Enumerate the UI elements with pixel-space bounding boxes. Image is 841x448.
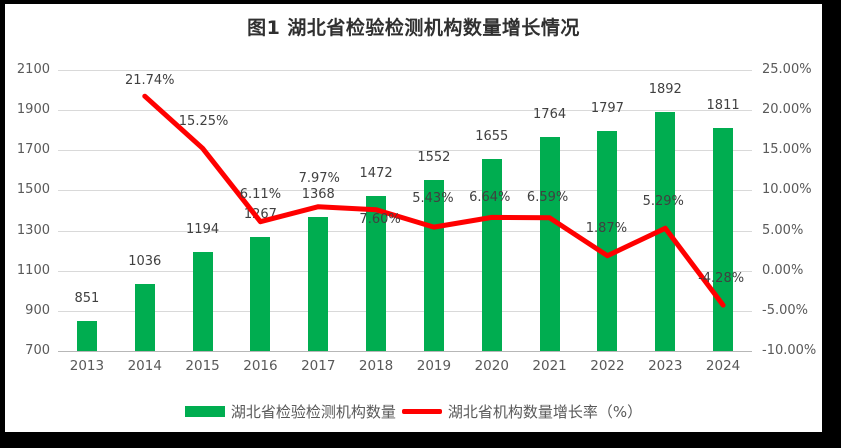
legend-label-line: 湖北省机构数量增长率（%）	[447, 403, 643, 421]
x-axis-tick: 2016	[243, 358, 278, 374]
x-axis-tick: 2020	[474, 358, 509, 374]
x-axis-tick: 2013	[69, 358, 105, 374]
x-axis-tick: 2014	[127, 358, 162, 374]
bar	[597, 130, 618, 351]
gridline	[58, 270, 752, 272]
bar	[539, 137, 560, 351]
bar-value-label: 1655	[475, 129, 509, 145]
y-axis-tick-left: 900	[25, 302, 50, 318]
x-axis-tick: 2015	[185, 358, 220, 374]
bar-value-label: 1267	[243, 207, 277, 223]
y-axis-tick-right: 15.00%	[762, 142, 812, 158]
gridline	[58, 70, 752, 71]
bar	[76, 320, 97, 351]
bar-value-label: 1552	[417, 149, 451, 165]
rate-value-label: 7.60%	[359, 211, 401, 227]
gridline	[58, 310, 752, 312]
legend: 湖北省检验检测机构数量 湖北省机构数量增长率（%）	[5, 401, 822, 422]
x-axis-tick: 2022	[590, 358, 625, 374]
y-axis-tick-right: -10.00%	[762, 343, 817, 358]
chart-canvas: 图1 湖北省检验检测机构数量增长情况 2100 25.00% 1900 20.00% 1…	[5, 4, 822, 432]
bar	[713, 128, 734, 351]
y-axis-tick-right: 5.00%	[762, 222, 804, 238]
x-axis-tick: 2017	[301, 358, 336, 374]
y-axis-tick-right: 25.00%	[762, 62, 812, 77]
y-axis-tick-right: 0.00%	[762, 262, 804, 278]
x-axis-tick: 2019	[416, 358, 452, 374]
bar-swatch-icon	[184, 406, 225, 417]
bar	[655, 111, 676, 351]
y-axis-tick-right: 10.00%	[762, 182, 812, 198]
rate-value-label: -4.28%	[698, 271, 745, 287]
bar	[481, 159, 502, 351]
bar	[192, 251, 213, 351]
rate-value-label: 6.64%	[469, 190, 511, 206]
x-axis-tick: 2018	[358, 358, 394, 374]
y-axis-tick-left: 1700	[16, 142, 50, 158]
chart-title: 图1 湖北省检验检测机构数量增长情况	[247, 17, 580, 39]
y-axis-tick-left: 1900	[16, 102, 50, 118]
bar-value-label: 851	[74, 290, 100, 306]
gridline	[58, 110, 752, 112]
y-axis-tick-left: 1300	[16, 222, 50, 238]
rate-value-label: 1.87%	[585, 220, 628, 236]
rate-value-label: 6.59%	[526, 189, 569, 205]
bar-value-label: 1194	[186, 221, 220, 237]
y-axis-tick-left: 2100	[16, 62, 50, 77]
y-axis-tick-left: 1500	[16, 182, 50, 198]
x-axis-tick: 2023	[648, 358, 683, 374]
rate-value-label: 6.11%	[239, 186, 282, 202]
rate-value-label: 5.29%	[642, 194, 684, 210]
rate-value-label: 21.74%	[124, 73, 175, 89]
bar-value-label: 1797	[590, 100, 624, 116]
line-swatch-icon	[401, 409, 442, 414]
y-axis-tick-left: 700	[25, 343, 50, 358]
bar-value-label: 1764	[533, 107, 567, 123]
bar	[308, 216, 329, 351]
x-axis-tick: 2024	[705, 358, 741, 374]
rate-value-label: 15.25%	[178, 114, 229, 130]
bar-value-label: 1811	[706, 98, 740, 113]
x-axis-tick: 2021	[532, 358, 567, 374]
bar-value-label: 1036	[128, 253, 162, 269]
rate-value-label: 5.43%	[412, 191, 454, 207]
bar	[134, 283, 155, 351]
legend-label-bars: 湖北省检验检测机构数量	[230, 403, 396, 421]
y-axis-tick-left: 1100	[16, 262, 50, 278]
y-axis-tick-right: -5.00%	[762, 302, 808, 318]
rate-value-label: 7.97%	[298, 170, 340, 186]
plot-area: 2100 25.00% 1900 20.00% 1700 15.00% 1500 10.00%…	[5, 4, 822, 432]
bar-value-label: 1892	[648, 81, 682, 97]
gridline	[58, 230, 752, 232]
x-axis-line	[58, 351, 752, 352]
y-axis-tick-right: 20.00%	[762, 102, 812, 118]
bar	[250, 237, 271, 351]
